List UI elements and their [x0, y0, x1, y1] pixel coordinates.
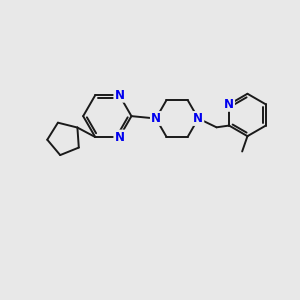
Text: N: N: [193, 112, 203, 125]
Text: N: N: [151, 112, 161, 125]
Text: N: N: [224, 98, 234, 111]
Text: N: N: [114, 130, 124, 143]
Text: N: N: [114, 89, 124, 102]
